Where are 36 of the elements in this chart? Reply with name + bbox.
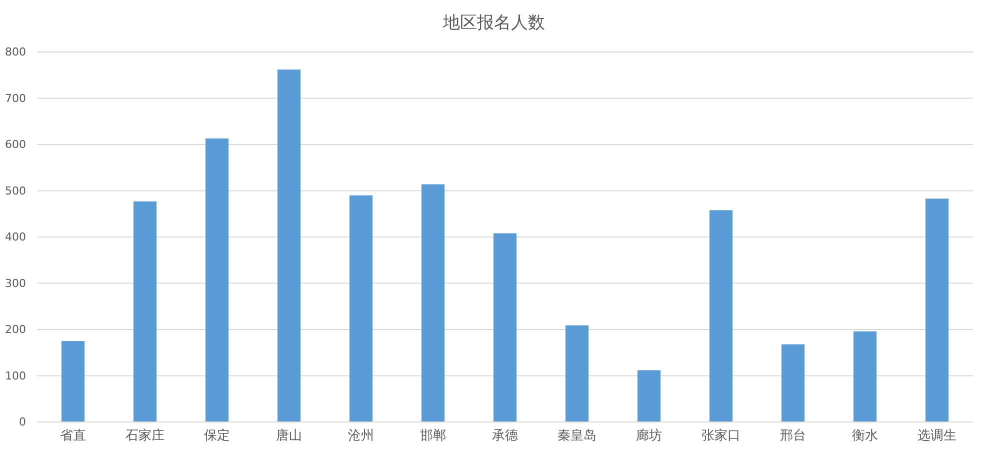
y-tick-label: 300 (5, 276, 26, 290)
x-tick-label: 秦皇岛 (558, 428, 596, 444)
x-tick-label: 沧州 (348, 428, 374, 444)
bar (925, 198, 949, 422)
bar (637, 370, 661, 422)
x-tick-label: 邯郸 (420, 428, 446, 444)
bar (349, 195, 373, 422)
bar (61, 341, 85, 422)
x-tick-label: 张家口 (702, 427, 740, 444)
bar (205, 138, 229, 422)
x-tick-label: 承德 (492, 428, 518, 444)
y-tick-label: 200 (5, 323, 26, 336)
x-tick-label: 保定 (204, 428, 230, 444)
y-tick-label: 100 (5, 369, 26, 382)
x-tick-label: 邢台 (780, 428, 806, 444)
y-tick-label: 400 (5, 230, 26, 244)
bar (493, 233, 517, 422)
bar (853, 331, 877, 422)
chart-title: 地区报名人数 (442, 13, 545, 33)
x-tick-label: 石家庄 (126, 427, 164, 444)
y-tick-label: 500 (5, 184, 26, 198)
bar (781, 344, 805, 422)
bar (565, 325, 589, 422)
bar (421, 184, 445, 422)
y-tick-label: 800 (5, 46, 26, 59)
x-tick-label: 省直 (60, 428, 86, 444)
x-tick-label: 选调生 (918, 428, 956, 444)
y-tick-label: 700 (5, 92, 26, 105)
x-tick-label: 唐山 (276, 428, 302, 444)
bar (133, 201, 157, 422)
bar (709, 210, 733, 422)
y-tick-label: 600 (5, 138, 26, 152)
x-tick-label: 衡水 (852, 428, 878, 444)
y-tick-label: 0 (19, 416, 26, 429)
bar (277, 70, 301, 422)
x-tick-label: 廊坊 (636, 427, 662, 444)
